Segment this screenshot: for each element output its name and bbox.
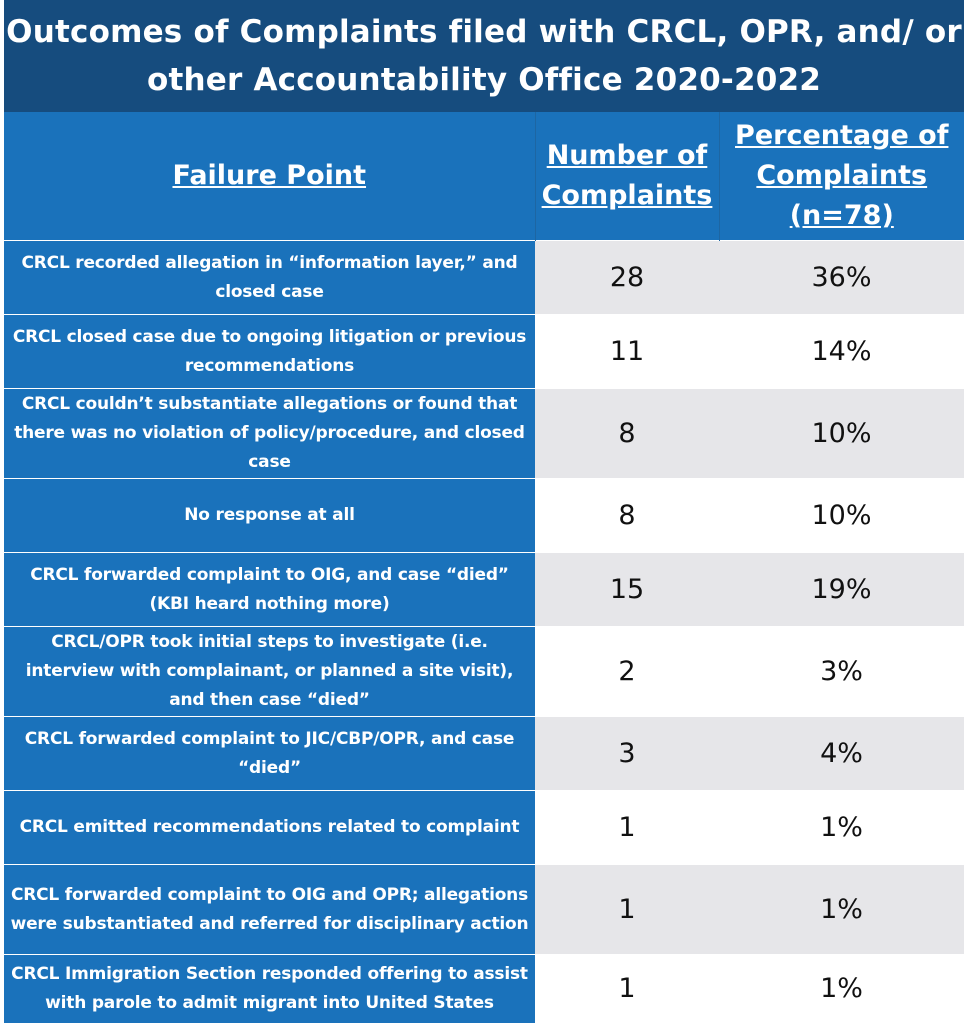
number-cell: 8	[535, 478, 719, 553]
table-row: CRCL closed case due to ongoing litigati…	[4, 314, 964, 389]
number-cell: 8	[535, 388, 719, 479]
percentage-cell: 10%	[719, 388, 964, 479]
table-row: CRCL forwarded complaint to JIC/CBP/OPR,…	[4, 716, 964, 791]
percentage-cell: 36%	[719, 240, 964, 315]
number-cell: 28	[535, 240, 719, 315]
table-row: CRCL Immigration Section responded offer…	[4, 954, 964, 1023]
failure-point-cell: CRCL/OPR took initial steps to investiga…	[4, 626, 535, 717]
failure-point-cell: CRCL recorded allegation in “information…	[4, 240, 535, 315]
table-row: CRCL/OPR took initial steps to investiga…	[4, 626, 964, 717]
percentage-cell: 14%	[719, 314, 964, 389]
failure-point-cell: CRCL Immigration Section responded offer…	[4, 954, 535, 1023]
failure-point-cell: CRCL forwarded complaint to JIC/CBP/OPR,…	[4, 716, 535, 791]
percentage-cell: 1%	[719, 954, 964, 1023]
number-cell: 11	[535, 314, 719, 389]
number-cell: 1	[535, 790, 719, 865]
column-header-failure-point: Failure Point	[4, 112, 536, 241]
table-row: CRCL forwarded complaint to OIG and OPR;…	[4, 864, 964, 955]
percentage-cell: 4%	[719, 716, 964, 791]
number-cell: 15	[535, 552, 719, 627]
table-row: CRCL couldn’t substantiate allegations o…	[4, 388, 964, 479]
failure-point-cell: CRCL couldn’t substantiate allegations o…	[4, 388, 535, 479]
header-row: Failure Point Number of Complaints Perce…	[4, 112, 964, 241]
number-cell: 1	[535, 864, 719, 955]
percentage-cell: 19%	[719, 552, 964, 627]
table-row: CRCL forwarded complaint to OIG, and cas…	[4, 552, 964, 627]
complaints-table: Failure Point Number of Complaints Perce…	[4, 112, 964, 1023]
table-body: CRCL recorded allegation in “information…	[4, 240, 964, 1023]
percentage-cell: 10%	[719, 478, 964, 553]
column-header-percentage-note: (n=78)	[789, 200, 894, 231]
percentage-cell: 3%	[719, 626, 964, 717]
number-cell: 1	[535, 954, 719, 1023]
column-header-percentage-label: Percentage of Complaints	[735, 120, 949, 191]
failure-point-cell: CRCL emitted recommendations related to …	[4, 790, 535, 865]
column-header-number: Number of Complaints	[535, 112, 720, 241]
table-row: CRCL recorded allegation in “information…	[4, 240, 964, 315]
failure-point-cell: CRCL forwarded complaint to OIG, and cas…	[4, 552, 535, 627]
table-row: CRCL emitted recommendations related to …	[4, 790, 964, 865]
failure-point-cell: No response at all	[4, 478, 535, 553]
percentage-cell: 1%	[719, 864, 964, 955]
number-cell: 3	[535, 716, 719, 791]
failure-point-cell: CRCL closed case due to ongoing litigati…	[4, 314, 535, 389]
percentage-cell: 1%	[719, 790, 964, 865]
number-cell: 2	[535, 626, 719, 717]
column-header-percentage: Percentage of Complaints (n=78)	[719, 112, 964, 241]
failure-point-cell: CRCL forwarded complaint to OIG and OPR;…	[4, 864, 535, 955]
chart-title: Outcomes of Complaints filed with CRCL, …	[4, 0, 964, 112]
table-row: No response at all 8 10%	[4, 478, 964, 553]
